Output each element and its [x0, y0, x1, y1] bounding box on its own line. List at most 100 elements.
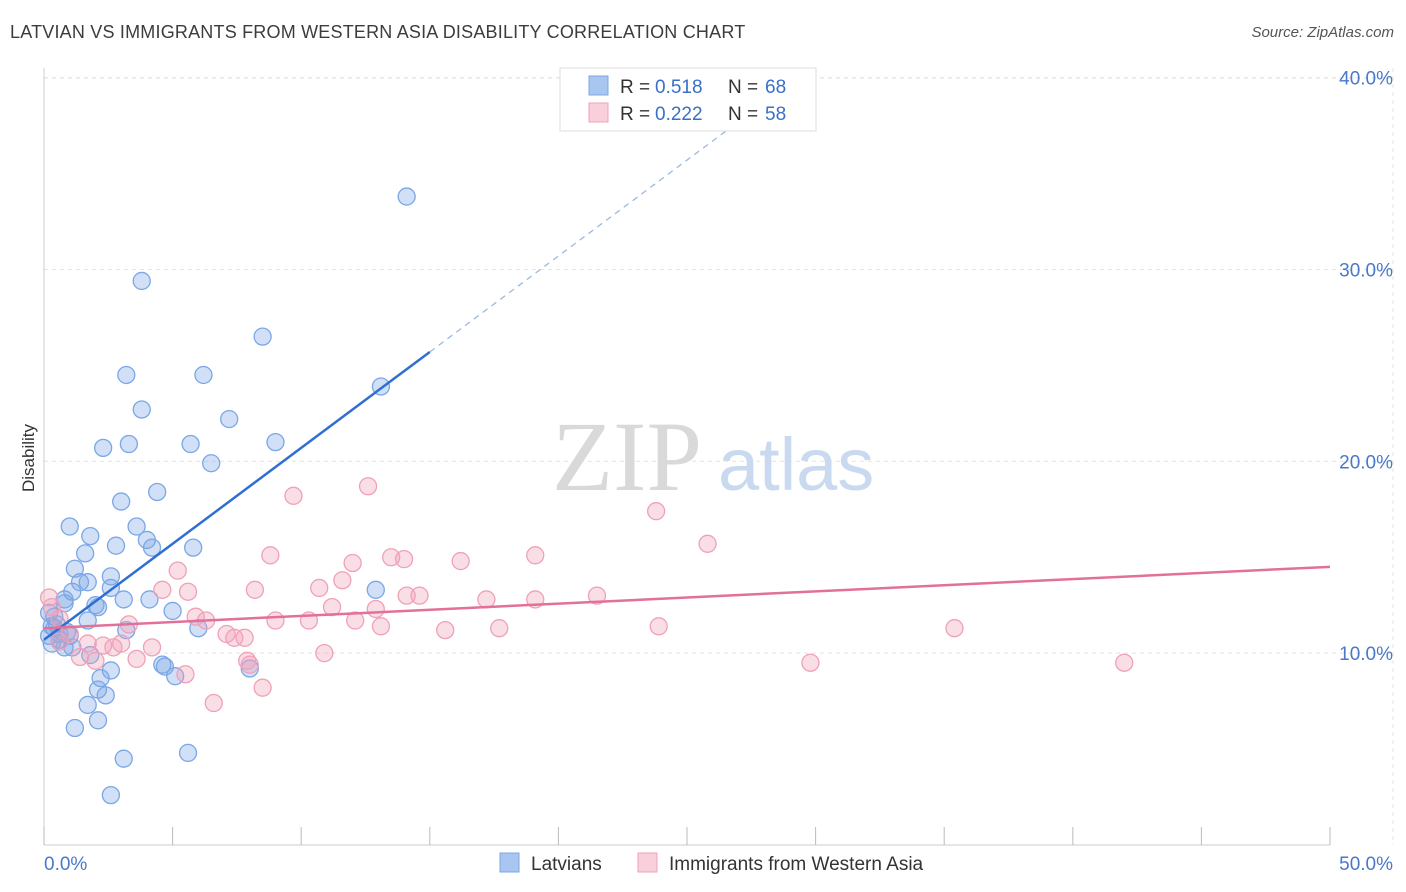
latvians-point-31 [114, 590, 133, 609]
latvians-point-25 [70, 573, 90, 592]
latvians-point-12 [202, 454, 221, 473]
western-asia-point-14 [178, 582, 198, 601]
trend-lines [43, 111, 1331, 641]
western-asia-point-7 [394, 549, 414, 569]
latvians-point-11 [266, 432, 285, 452]
latvians-point-60 [65, 718, 85, 738]
latvians-point-13 [148, 482, 167, 502]
legend-n-label-1: N = [728, 77, 758, 98]
legend-bottom: Latvians Immigrants from Western Asia [499, 852, 924, 875]
western-asia-point-51 [1115, 653, 1134, 672]
legend-r-value-2: 0.222 [655, 104, 703, 125]
latvians-point-19 [106, 536, 126, 555]
western-asia-point-50 [801, 653, 820, 672]
latvians-point-22 [76, 544, 95, 563]
western-asia-point-44 [315, 643, 334, 663]
western-asia-point-47 [86, 651, 105, 670]
western-asia-point-8 [451, 551, 470, 571]
axes [43, 68, 1331, 846]
latvians-trend-extension [429, 111, 752, 353]
western-asia-point-15 [245, 580, 265, 599]
chart-title: LATVIAN VS IMMIGRANTS FROM WESTERN ASIA … [10, 22, 746, 42]
latvians-point-34 [86, 596, 105, 615]
legend-bottom-swatch-western-asia [637, 852, 658, 873]
latvians-point-6 [132, 400, 151, 419]
source-label: Source: ZipAtlas.com [1251, 24, 1394, 41]
y-tick-labels: 10.0% 20.0% 30.0% 40.0% [1339, 69, 1393, 666]
y-tick-label-3: 40.0% [1339, 69, 1393, 90]
latvians-point-15 [60, 517, 79, 536]
western-asia-point-38 [50, 632, 69, 651]
western-asia-point-18 [587, 586, 607, 605]
latvians-point-61 [178, 743, 198, 763]
western-asia-point-13 [153, 580, 172, 599]
latvians-point-8 [94, 438, 113, 458]
latvians-point-57 [96, 686, 115, 705]
latvians-point-63 [101, 785, 121, 805]
y-tick-label-1: 20.0% [1339, 452, 1393, 473]
y-tick-label-0: 10.0% [1339, 644, 1393, 665]
western-asia-point-16 [397, 586, 416, 605]
western-asia-point-2 [646, 502, 666, 521]
latvians-point-9 [119, 434, 139, 454]
latvians-point-0 [397, 187, 416, 206]
western-asia-point-37 [235, 628, 254, 647]
western-asia-point-25 [266, 611, 285, 630]
latvians-point-38 [163, 601, 182, 621]
western-asia-point-11 [333, 571, 352, 590]
watermark-atlas: atlas [718, 423, 874, 506]
western-asia-point-1 [284, 486, 303, 505]
legend-r-label-1: R = [620, 77, 650, 98]
legend-n-value-1: 68 [765, 77, 786, 98]
latvians-point-3 [117, 365, 136, 385]
y-axis-label: Disability [19, 423, 38, 492]
western-asia-point-43 [104, 638, 123, 657]
western-asia-point-29 [371, 617, 391, 636]
western-asia-point-45 [70, 647, 90, 667]
western-asia-point-36 [225, 628, 244, 647]
western-asia-point-3 [698, 534, 717, 553]
latvians-trend-line [43, 350, 431, 641]
latvians-point-58 [78, 695, 97, 715]
legend-bottom-swatch-latvians [499, 852, 520, 873]
western-asia-point-5 [526, 546, 545, 565]
latvians-point-23 [65, 559, 85, 578]
western-asia-point-10 [168, 561, 187, 580]
data-points [39, 187, 1134, 805]
western-asia-point-52 [176, 665, 195, 684]
latvians-point-26 [78, 573, 97, 592]
western-asia-point-4 [261, 546, 280, 565]
latvians-point-21 [184, 538, 203, 557]
latvians-point-4 [194, 365, 213, 385]
legend-top: R = 0.518 N = 68 R = 0.222 N = 58 [559, 67, 817, 132]
legend-n-value-2: 58 [765, 104, 786, 125]
latvians-point-29 [366, 580, 385, 599]
western-asia-point-49 [240, 655, 259, 674]
western-asia-point-9 [343, 553, 362, 573]
western-asia-trend-line [43, 565, 1331, 630]
latvians-point-50 [153, 655, 172, 674]
latvians-point-7 [220, 409, 239, 429]
y-tick-label-2: 30.0% [1339, 260, 1393, 281]
western-asia-point-42 [142, 638, 162, 657]
watermark-zip: ZIP [552, 401, 702, 512]
western-asia-point-33 [436, 620, 455, 640]
western-asia-point-17 [410, 586, 429, 605]
latvians-point-16 [127, 517, 146, 536]
western-asia-point-30 [490, 619, 509, 638]
legend-n-label-2: N = [728, 104, 758, 125]
latvians-point-1 [132, 271, 151, 291]
legend-r-value-1: 0.518 [655, 77, 703, 98]
latvians-point-17 [81, 526, 100, 546]
legend-swatch-western-asia [588, 102, 609, 123]
western-asia-point-31 [649, 617, 668, 636]
latvians-point-55 [91, 668, 110, 688]
western-asia-point-0 [358, 477, 378, 496]
western-asia-point-27 [346, 611, 365, 630]
western-asia-point-32 [945, 619, 964, 638]
western-asia-point-57 [42, 597, 61, 617]
latvians-point-32 [140, 590, 159, 609]
latvians-point-20 [142, 538, 162, 557]
western-asia-point-22 [366, 599, 385, 619]
x-tick-min: 0.0% [44, 854, 87, 875]
